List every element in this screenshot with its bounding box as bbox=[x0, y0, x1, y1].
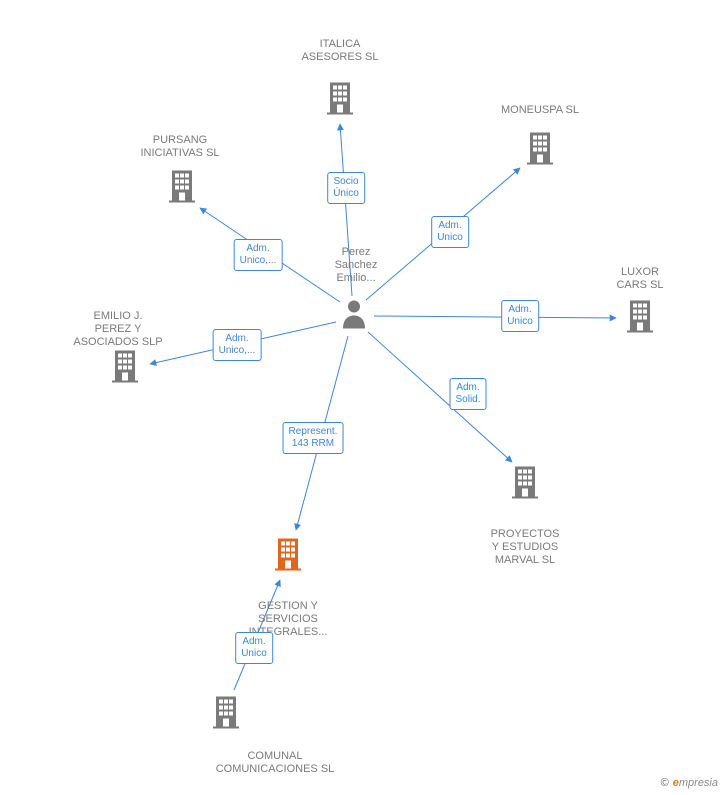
edge-line bbox=[374, 316, 616, 318]
brand-name: empresia bbox=[673, 777, 718, 789]
edges-layer bbox=[0, 0, 728, 795]
edge-line bbox=[296, 336, 348, 530]
diagram-canvas: Perez Sanchez Emilio...ITALICA ASESORES … bbox=[0, 0, 728, 795]
attribution: © empresia bbox=[661, 777, 718, 789]
edge-line bbox=[368, 332, 512, 462]
edge-line bbox=[200, 208, 340, 302]
edge-line bbox=[340, 124, 352, 296]
edge-line bbox=[234, 580, 280, 690]
edge-line bbox=[366, 168, 520, 300]
edge-line bbox=[150, 322, 336, 364]
copyright-symbol: © bbox=[661, 777, 669, 789]
